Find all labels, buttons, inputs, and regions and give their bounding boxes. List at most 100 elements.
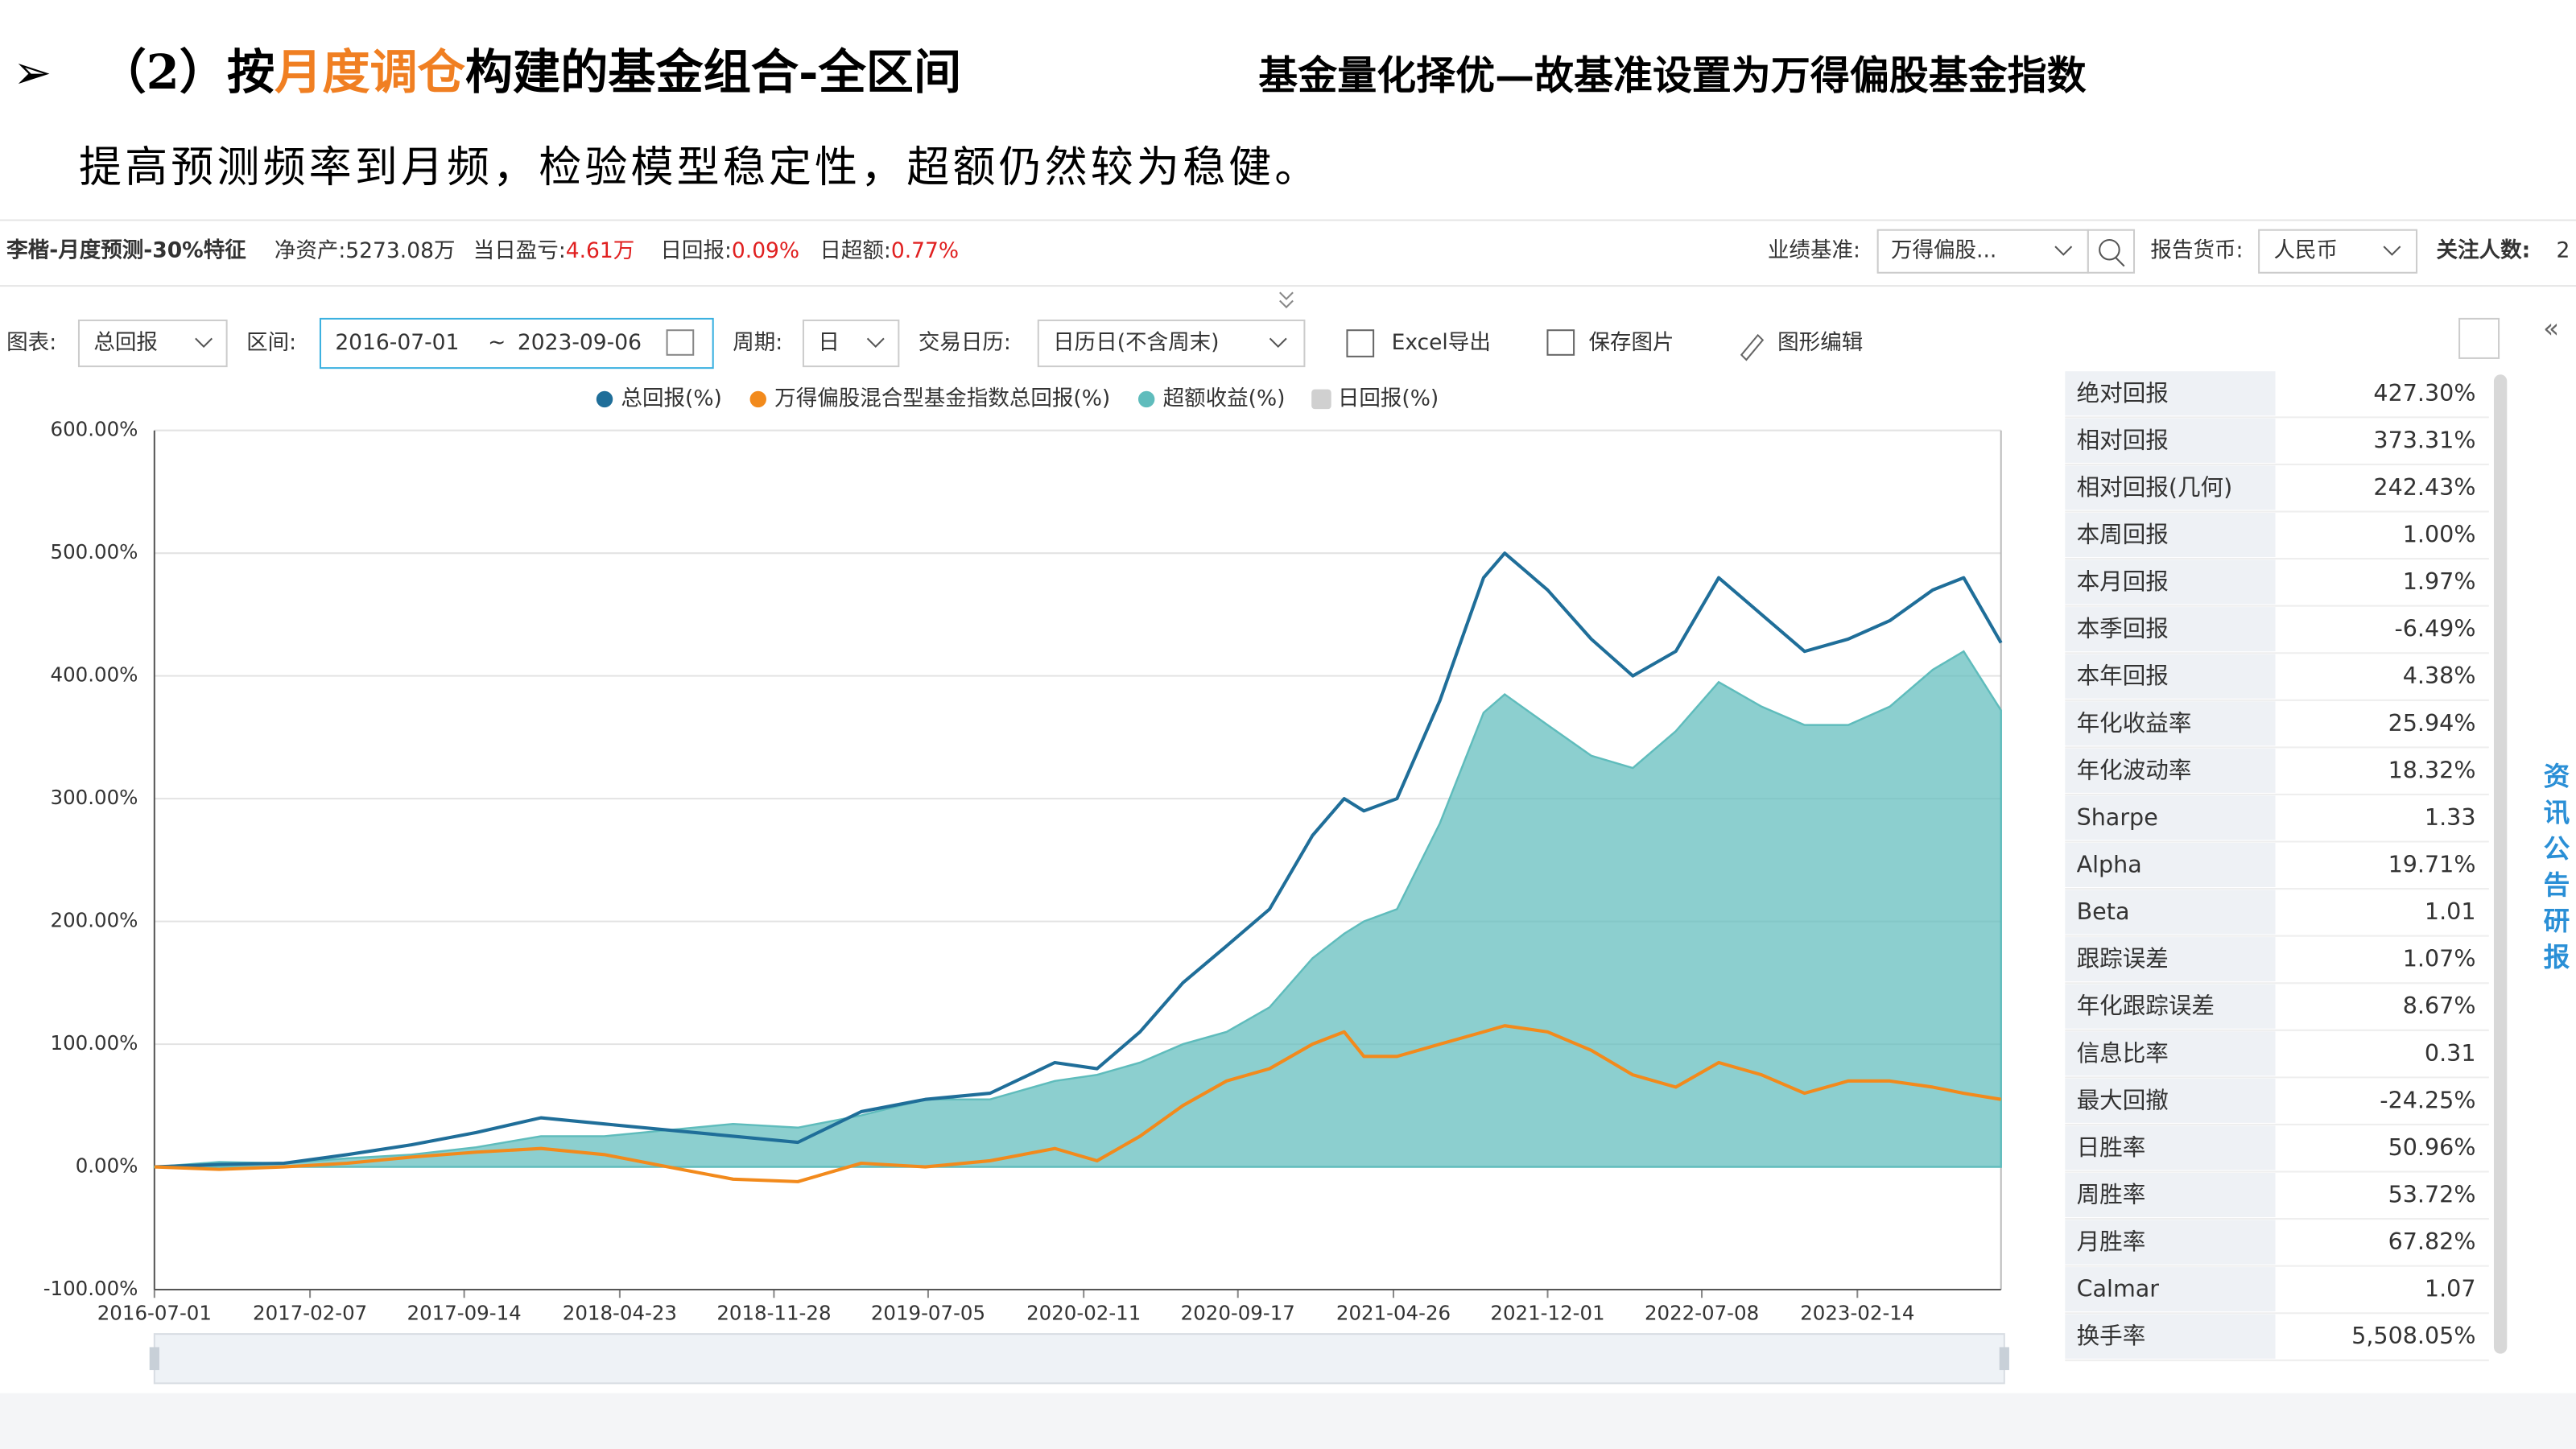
legend-label: 总回报(%) [621, 386, 721, 411]
legend-label: 日回报(%) [1338, 386, 1439, 411]
chart-select[interactable] [77, 319, 228, 368]
x-tick-label: 2018-11-28 [716, 1302, 831, 1325]
date-range[interactable] [319, 317, 714, 369]
fullscreen-button[interactable] [2458, 317, 2500, 359]
stat-label: Calmar [2077, 1275, 2160, 1302]
stat-label-cell [2065, 654, 2276, 699]
stat-value: 1.33 [2425, 803, 2476, 831]
y-tick-label: 400.00% [51, 663, 138, 687]
navigator-handle[interactable] [1999, 1347, 2009, 1371]
x-tick-label: 2021-04-26 [1336, 1302, 1451, 1325]
stat-label-cell [2065, 512, 2276, 558]
label: 净资产: [275, 238, 345, 263]
stat-label: 周胜率 [2077, 1181, 2146, 1208]
label: 交易日历: [919, 330, 1011, 355]
x-tick-label: 2023-02-14 [1800, 1302, 1914, 1325]
stat-label: 跟踪误差 [2077, 945, 2169, 972]
calendar-icon [666, 329, 695, 356]
stat-label: Alpha [2077, 851, 2142, 878]
currency-select[interactable] [2258, 229, 2418, 274]
stat-label: 绝对回报 [2077, 379, 2169, 407]
stat-label: 年化收益率 [2077, 709, 2192, 737]
label: 业绩基准: [1768, 238, 1860, 263]
value: 4.61万 [566, 238, 635, 263]
stat-label-cell [2065, 465, 2276, 510]
benchmark-select[interactable] [1876, 229, 2089, 274]
line [154, 551, 2003, 1169]
legend-swatch [596, 390, 613, 408]
stat-value: 1.07 [2425, 1275, 2476, 1302]
y-tick-label: 100.00% [51, 1031, 138, 1055]
stat-label-cell [2065, 1172, 2276, 1218]
value: 5273.08万 [345, 238, 455, 263]
value: 0.77% [891, 238, 959, 263]
stat-label: 年化跟踪误差 [2077, 992, 2215, 1019]
stat-value: -6.49% [2394, 615, 2475, 642]
stat-label: 日胜率 [2077, 1133, 2146, 1161]
label: 当日盈亏: [473, 238, 566, 263]
stat-label-cell [2065, 795, 2276, 840]
stat-value: 427.30% [2373, 379, 2475, 407]
label: 区间: [246, 330, 296, 355]
stat-label: 本年回报 [2077, 662, 2169, 689]
y-tick-label: 600.00% [51, 418, 138, 441]
search-icon [2099, 238, 2120, 261]
stat-label-cell [2065, 984, 2276, 1029]
stat-label: 本季回报 [2077, 615, 2169, 642]
stat-value: 67.82% [2388, 1228, 2476, 1255]
stat-label-cell [2065, 1220, 2276, 1265]
side-tab[interactable]: 资讯公告研报 [2539, 762, 2570, 980]
stat-label-cell [2065, 842, 2276, 888]
collapse-side[interactable]: « [2543, 313, 2559, 344]
line [154, 1024, 2002, 1183]
x-tick-label: 2020-09-17 [1181, 1302, 1295, 1325]
calendar-select[interactable] [1037, 319, 1306, 368]
caret [866, 337, 885, 349]
x-tick-label: 2018-04-23 [563, 1302, 677, 1325]
x-tick-label: 2019-07-05 [871, 1302, 985, 1325]
navigator[interactable] [153, 1333, 2005, 1385]
stat-label-cell [2065, 748, 2276, 793]
search-button[interactable] [2087, 229, 2136, 274]
stat-label: 本周回报 [2077, 521, 2169, 548]
period-value: 日 [818, 330, 840, 355]
stat-label-cell [2065, 559, 2276, 605]
navigator-handle[interactable] [149, 1347, 159, 1371]
stat-value: 373.31% [2373, 426, 2475, 453]
export-button[interactable]: Excel导出 [1392, 330, 1491, 355]
x-tick-label: 2021-12-01 [1490, 1302, 1604, 1325]
stat-label: 最大回撤 [2077, 1086, 2169, 1113]
collapse-icon[interactable] [1279, 291, 1294, 309]
stat-value: 8.67% [2403, 992, 2476, 1019]
stat-value: 50.96% [2388, 1133, 2476, 1161]
range-sep: ~ [488, 330, 506, 355]
y-tick-label: 0.00% [76, 1154, 138, 1178]
footer-band [0, 1393, 2576, 1449]
legend-label: 万得偏股混合型基金指数总回报(%) [774, 386, 1110, 411]
x-tick-label: 2016-07-01 [97, 1302, 212, 1325]
area [153, 650, 2002, 1168]
x-tick-label: 2020-02-11 [1026, 1302, 1141, 1325]
scrollbar[interactable] [2493, 374, 2508, 1354]
legend-swatch [749, 390, 766, 408]
stat-label: Sharpe [2077, 803, 2158, 831]
edit-button[interactable]: 图形编辑 [1777, 330, 1863, 355]
label: 日回报: [660, 238, 731, 263]
chart: -100.00% 0.00% 100.00% 200.00% 300.00% 400.00… [43, 386, 2003, 1325]
legend-swatch [1137, 390, 1155, 408]
stat-value: 1.07% [2403, 945, 2476, 972]
stat-label: 换手率 [2077, 1322, 2146, 1349]
title-part: 构建的基金组合-全区间 [465, 43, 961, 99]
stat-value: 242.43% [2373, 473, 2475, 501]
stat-label-cell [2065, 1031, 2276, 1076]
stat-label-cell [2065, 607, 2276, 652]
excel-icon [1346, 329, 1375, 357]
stat-label-cell [2065, 1078, 2276, 1123]
save-button[interactable]: 保存图片 [1588, 330, 1674, 355]
x-tick-label: 2017-02-07 [253, 1302, 367, 1325]
stat-label-cell [2065, 371, 2276, 416]
stat-value: 25.94% [2388, 709, 2476, 737]
period-select[interactable] [802, 319, 900, 368]
stat-value: 1.01 [2425, 898, 2476, 925]
